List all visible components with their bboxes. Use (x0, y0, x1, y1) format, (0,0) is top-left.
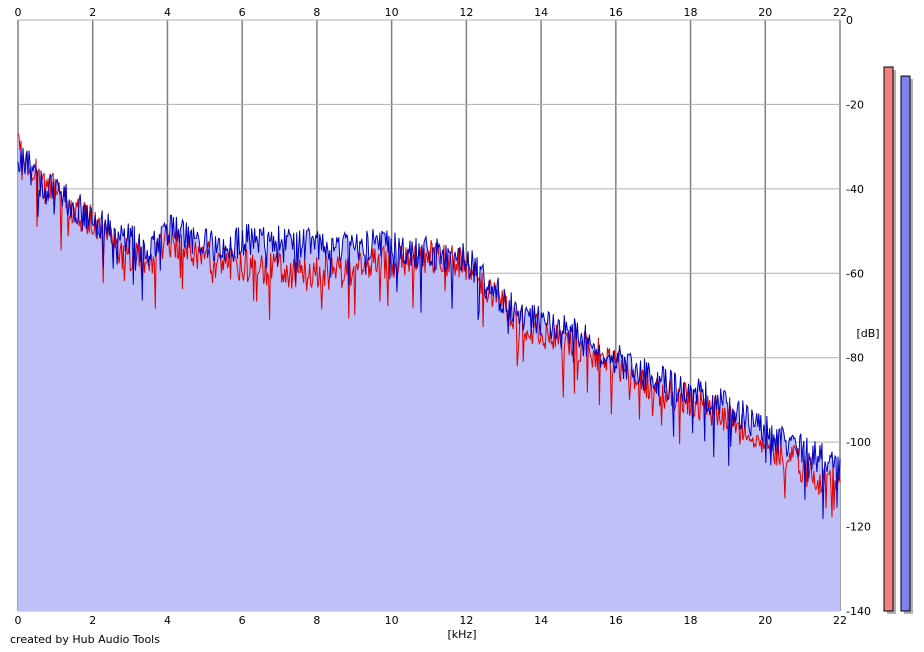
x-tick-label-top-4: 8 (313, 6, 320, 19)
y-tick-label-7: -140 (846, 605, 871, 618)
x-tick-label-top-1: 2 (89, 6, 96, 19)
x-tick-label-top-3: 6 (239, 6, 246, 19)
x-tick-label-top-2: 4 (164, 6, 171, 19)
x-tick-label-top-9: 18 (684, 6, 698, 19)
x-tick-label-bottom-9: 18 (684, 614, 698, 627)
series-line-1 (17, 133, 841, 518)
top-x-tick-labels: 0 2 4 6 8 10 12 14 16 18 20 22 (15, 6, 848, 19)
y-tick-label-0: 0 (846, 14, 853, 27)
x-tick-label-bottom-3: 6 (239, 614, 246, 627)
y-tick-label-4: -80 (846, 352, 864, 365)
series-line-0 (17, 147, 841, 520)
x-tick-label-bottom-10: 20 (758, 614, 772, 627)
bottom-x-tick-labels: 0 2 4 6 8 10 12 14 16 18 20 22 (15, 614, 848, 627)
x-tick-label-bottom-2: 4 (164, 614, 171, 627)
x-axis-title: [kHz] (448, 628, 477, 641)
x-tick-label-bottom-7: 14 (534, 614, 548, 627)
y-tick-label-6: -120 (846, 521, 871, 534)
y-axis-title: [dB] (856, 327, 879, 340)
x-tick-label-top-5: 10 (385, 6, 399, 19)
spectrum-fill (18, 133, 840, 611)
level-meter-1 (900, 75, 911, 612)
credit-text: created by Hub Audio Tools (10, 633, 160, 646)
x-tick-label-top-6: 12 (459, 6, 473, 19)
x-tick-label-bottom-1: 2 (89, 614, 96, 627)
series-lines (17, 133, 841, 520)
x-tick-label-bottom-4: 8 (313, 614, 320, 627)
x-tick-label-bottom-5: 10 (385, 614, 399, 627)
x-tick-label-top-11: 22 (833, 6, 847, 19)
x-tick-label-top-0: 0 (15, 6, 22, 19)
y-tick-label-2: -40 (846, 183, 864, 196)
x-tick-label-top-7: 14 (534, 6, 548, 19)
x-tick-label-bottom-11: 22 (833, 614, 847, 627)
level-meter-0 (883, 66, 894, 612)
x-tick-label-bottom-0: 0 (15, 614, 22, 627)
spectrum-area (18, 133, 840, 611)
y-tick-label-5: -100 (846, 436, 871, 449)
x-tick-label-bottom-6: 12 (459, 614, 473, 627)
x-tick-label-bottom-8: 16 (609, 614, 623, 627)
y-tick-label-3: -60 (846, 267, 864, 280)
y-tick-labels: 0 -20 -40 -60 -80 -100 -120 -140 (846, 14, 871, 618)
x-tick-label-top-10: 20 (758, 6, 772, 19)
y-tick-label-1: -20 (846, 98, 864, 111)
level-meters (883, 66, 913, 615)
x-tick-label-top-8: 16 (609, 6, 623, 19)
